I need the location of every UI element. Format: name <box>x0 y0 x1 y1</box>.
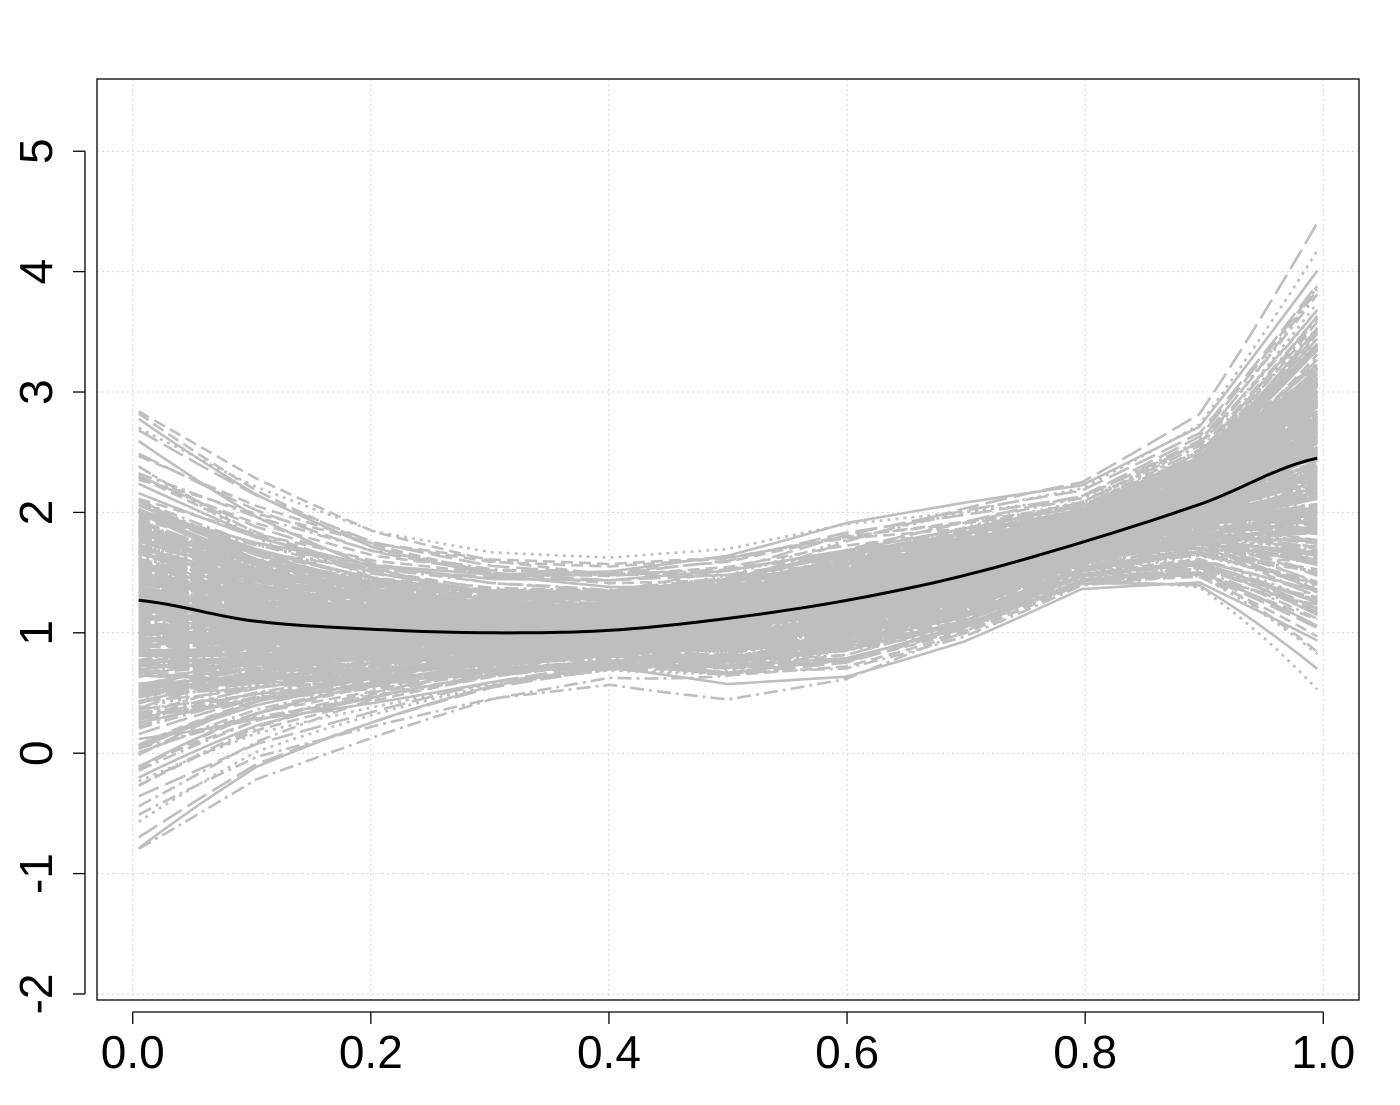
sample-curve <box>137 377 1319 850</box>
sample-curve <box>138 436 1318 607</box>
sample-curves <box>137 222 1319 851</box>
sample-curve <box>138 581 1318 686</box>
mean-curve <box>138 456 1318 635</box>
sample-curve <box>138 326 1319 690</box>
sample-curve <box>138 405 1318 634</box>
sample-curve <box>138 537 1318 646</box>
sample-curve <box>138 382 1319 625</box>
sample-curve <box>138 431 1318 601</box>
sample-curve <box>138 429 1318 717</box>
sample-curve <box>138 391 1319 600</box>
sample-curve <box>138 571 1318 697</box>
y-tick-label: 0 <box>10 740 62 766</box>
sample-curve <box>138 410 1318 577</box>
y-tick-label: 5 <box>10 138 62 164</box>
x-tick-label: 0.0 <box>101 1026 165 1078</box>
x-tick-label: 0.2 <box>339 1026 403 1078</box>
sample-curve <box>138 411 1319 656</box>
sample-curve <box>138 391 1319 622</box>
y-tick-label: 2 <box>10 500 62 526</box>
sample-curve <box>138 517 1318 641</box>
sample-curve <box>138 571 1318 651</box>
y-tick-label: -1 <box>10 853 62 894</box>
sample-curve <box>138 471 1318 641</box>
sample-curve <box>138 365 1319 574</box>
sample-curve <box>138 378 1319 646</box>
sample-curve <box>138 516 1318 719</box>
x-tick-label: 0.4 <box>577 1026 641 1078</box>
sample-curve <box>138 503 1318 651</box>
sample-curve <box>138 553 1318 648</box>
y-tick-label: 4 <box>10 259 62 285</box>
y-tick-label: -2 <box>10 974 62 1015</box>
mean-curve-group <box>138 456 1318 635</box>
sample-curve <box>138 547 1318 689</box>
sample-curve <box>138 495 1318 620</box>
y-tick-label: 3 <box>10 379 62 405</box>
sample-curve <box>138 526 1318 652</box>
x-tick-label: 1.0 <box>1291 1026 1355 1078</box>
plot-frame <box>96 78 1360 1001</box>
sample-curve <box>138 250 1319 620</box>
sample-curve <box>138 563 1318 652</box>
sample-curve <box>138 544 1318 816</box>
x-tick-label: 0.6 <box>815 1026 879 1078</box>
y-tick-label: 1 <box>10 620 62 646</box>
sample-curve <box>138 531 1318 615</box>
sample-curve <box>138 422 1318 594</box>
sample-curve <box>138 407 1318 656</box>
axes: 0.0 0.2 0.4 0.6 0.8 1.0 -2 -1 0 1 2 3 4 5 <box>10 138 1355 1078</box>
sample-curve <box>138 368 1319 618</box>
sample-curve <box>138 566 1318 711</box>
sample-curve <box>138 465 1318 614</box>
sample-curve <box>138 404 1319 632</box>
sample-curve <box>138 484 1318 709</box>
x-tick-label: 0.8 <box>1053 1026 1117 1078</box>
